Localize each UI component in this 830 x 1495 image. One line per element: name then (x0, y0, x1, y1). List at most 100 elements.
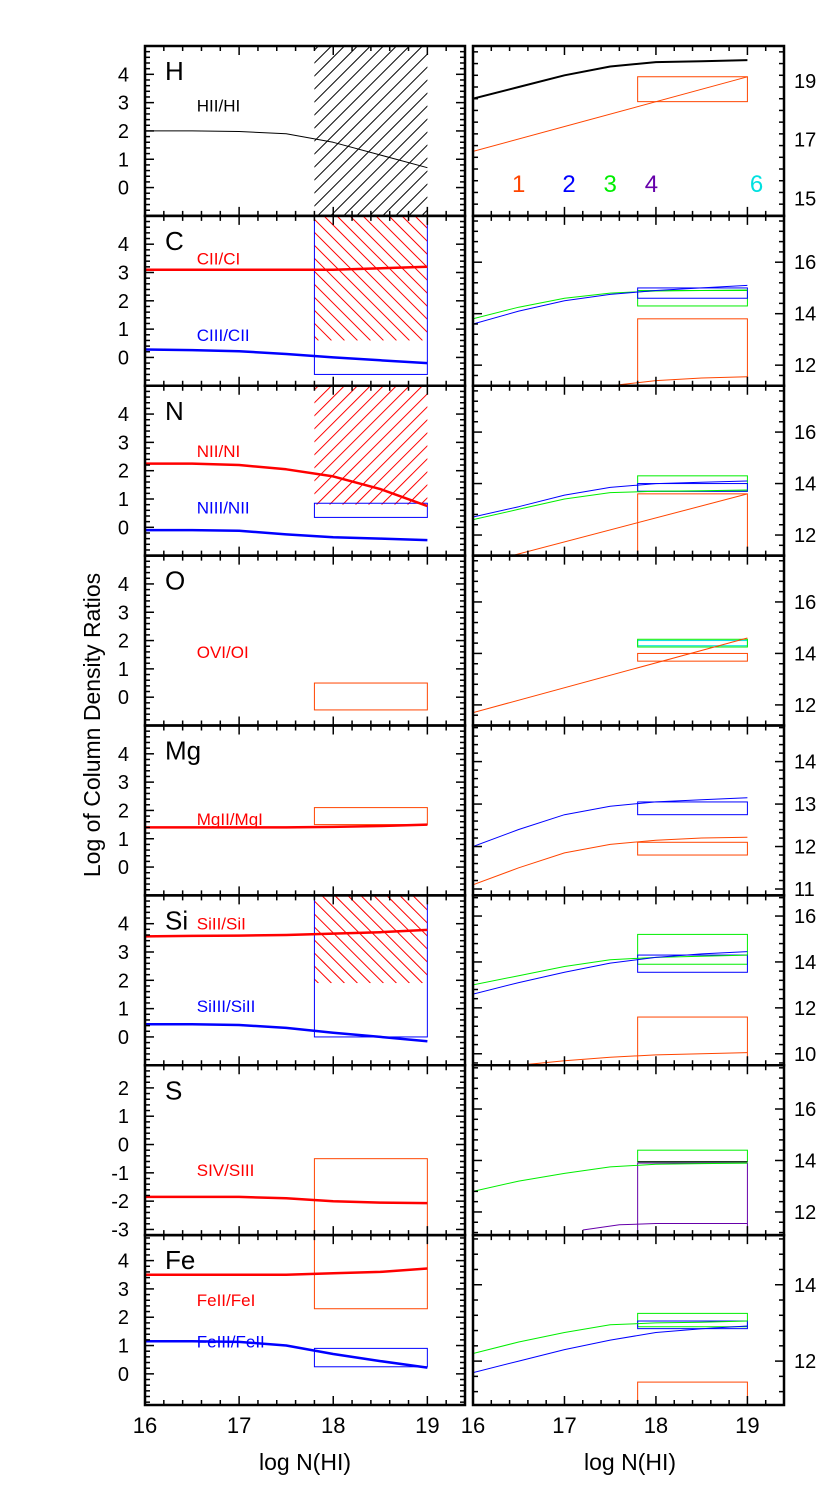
hatch-line (556, 895, 644, 983)
y-tick-label: 17 (794, 130, 816, 152)
ratio-label: HII/HI (197, 96, 240, 115)
y-tick-label: 3 (118, 1279, 129, 1301)
hatch-line (712, 895, 800, 983)
y-tick-label: 4 (118, 234, 129, 256)
y-tick-label: 1 (118, 1336, 129, 1358)
series-line (145, 1197, 427, 1203)
plot-area (473, 285, 747, 416)
hatch-line (168, 216, 293, 341)
hatch-region (83, 386, 830, 505)
series-line (145, 267, 427, 270)
y-tick-label: 15 (794, 188, 816, 210)
series-line (145, 1341, 427, 1367)
hatch-line (426, 895, 514, 983)
hatch-line (350, 216, 475, 341)
hatch-line (396, 46, 566, 216)
hatch-line (369, 386, 488, 505)
hatch-line (387, 895, 475, 983)
limit-box (314, 683, 427, 710)
plot-area (314, 683, 427, 710)
ratio-label: CIII/CII (197, 326, 250, 345)
c-left-panel: 01234CII/CICIII/CIIC (77, 216, 830, 386)
hatch-line (421, 386, 540, 505)
hatch-line (582, 895, 670, 983)
y-tick-label: 16 (794, 252, 816, 274)
element-label: Fe (165, 1245, 195, 1275)
hatch-line (746, 386, 830, 505)
hatch-line (252, 386, 371, 505)
ratio-label: SIV/SIII (197, 1161, 255, 1180)
limit-box (314, 1159, 427, 1235)
hatch-line (590, 386, 709, 505)
hatch-line (374, 895, 462, 983)
hatch-line (525, 386, 644, 505)
ratio-label: OVI/OI (197, 643, 249, 662)
y-tick-label: 3 (118, 263, 129, 285)
hatch-line (478, 895, 566, 983)
hatch-line (331, 46, 501, 216)
hatch-line (309, 895, 397, 983)
element-label: C (165, 226, 184, 256)
hatch-line (330, 386, 449, 505)
hatch-line (608, 895, 696, 983)
plot-area (145, 1159, 427, 1235)
y-tick-label: 1 (118, 489, 129, 511)
panel-frame (145, 556, 465, 726)
y-tick-label: 13 (794, 794, 816, 816)
hatch-line (439, 895, 527, 983)
hatch-line (649, 216, 774, 341)
limit-box (638, 77, 748, 102)
x-axis-label-left: log N(HI) (259, 1449, 351, 1475)
x-tick-label: 16 (133, 1413, 157, 1438)
x-tick-label: 19 (415, 1413, 439, 1438)
y-tick-label: 14 (794, 952, 816, 974)
hatch-line (337, 216, 462, 341)
hatch-line (324, 216, 449, 341)
hatch-line (311, 216, 436, 341)
series-line (473, 638, 747, 713)
hatch-line (279, 46, 449, 216)
hatch-line (621, 895, 709, 983)
y-tick-label: 14 (794, 643, 816, 665)
hatch-line (192, 895, 280, 983)
y-tick-label: 2 (118, 631, 129, 653)
hatch-line (220, 216, 345, 341)
y-tick-label: 0 (118, 857, 129, 879)
y-tick-label: 3 (118, 602, 129, 624)
hatch-line (246, 216, 371, 341)
hatch-line (551, 386, 670, 505)
x-tick-label: 18 (321, 1413, 345, 1438)
hatch-line (265, 386, 384, 505)
hatch-line (465, 895, 553, 983)
hatch-line (660, 895, 748, 983)
y-tick-label: 14 (794, 1275, 816, 1297)
y-tick-label: 0 (118, 1364, 129, 1386)
element-label: N (165, 396, 184, 426)
y-tick-label: 0 (118, 517, 129, 539)
y-tick-label: 1 (118, 149, 129, 171)
y-tick-label: 1 (118, 1106, 129, 1128)
hatch-line (257, 895, 345, 983)
hatch-line (181, 216, 306, 341)
series-line (473, 285, 747, 324)
y-tick-label: 0 (118, 1027, 129, 1049)
hatch-line (486, 386, 605, 505)
plot-area (473, 934, 747, 1072)
limit-box (638, 934, 748, 964)
y-tick-label: 0 (118, 687, 129, 709)
panel-frame (473, 1235, 784, 1405)
hatch-line (395, 386, 514, 505)
plot-area (473, 798, 747, 885)
hatch-line (304, 386, 423, 505)
plot-area (145, 808, 427, 828)
series-line (145, 464, 427, 507)
series-line (145, 131, 427, 168)
hatch-line (239, 386, 358, 505)
series-line (473, 377, 747, 417)
hatch-line (434, 386, 553, 505)
hatch-line (597, 216, 722, 341)
hatch-line (545, 216, 670, 341)
figure: Log of Column Density Ratios log N(HI) l… (0, 0, 830, 1495)
hatch-line (226, 386, 345, 505)
x-axis-label-right: log N(HI) (584, 1449, 676, 1475)
